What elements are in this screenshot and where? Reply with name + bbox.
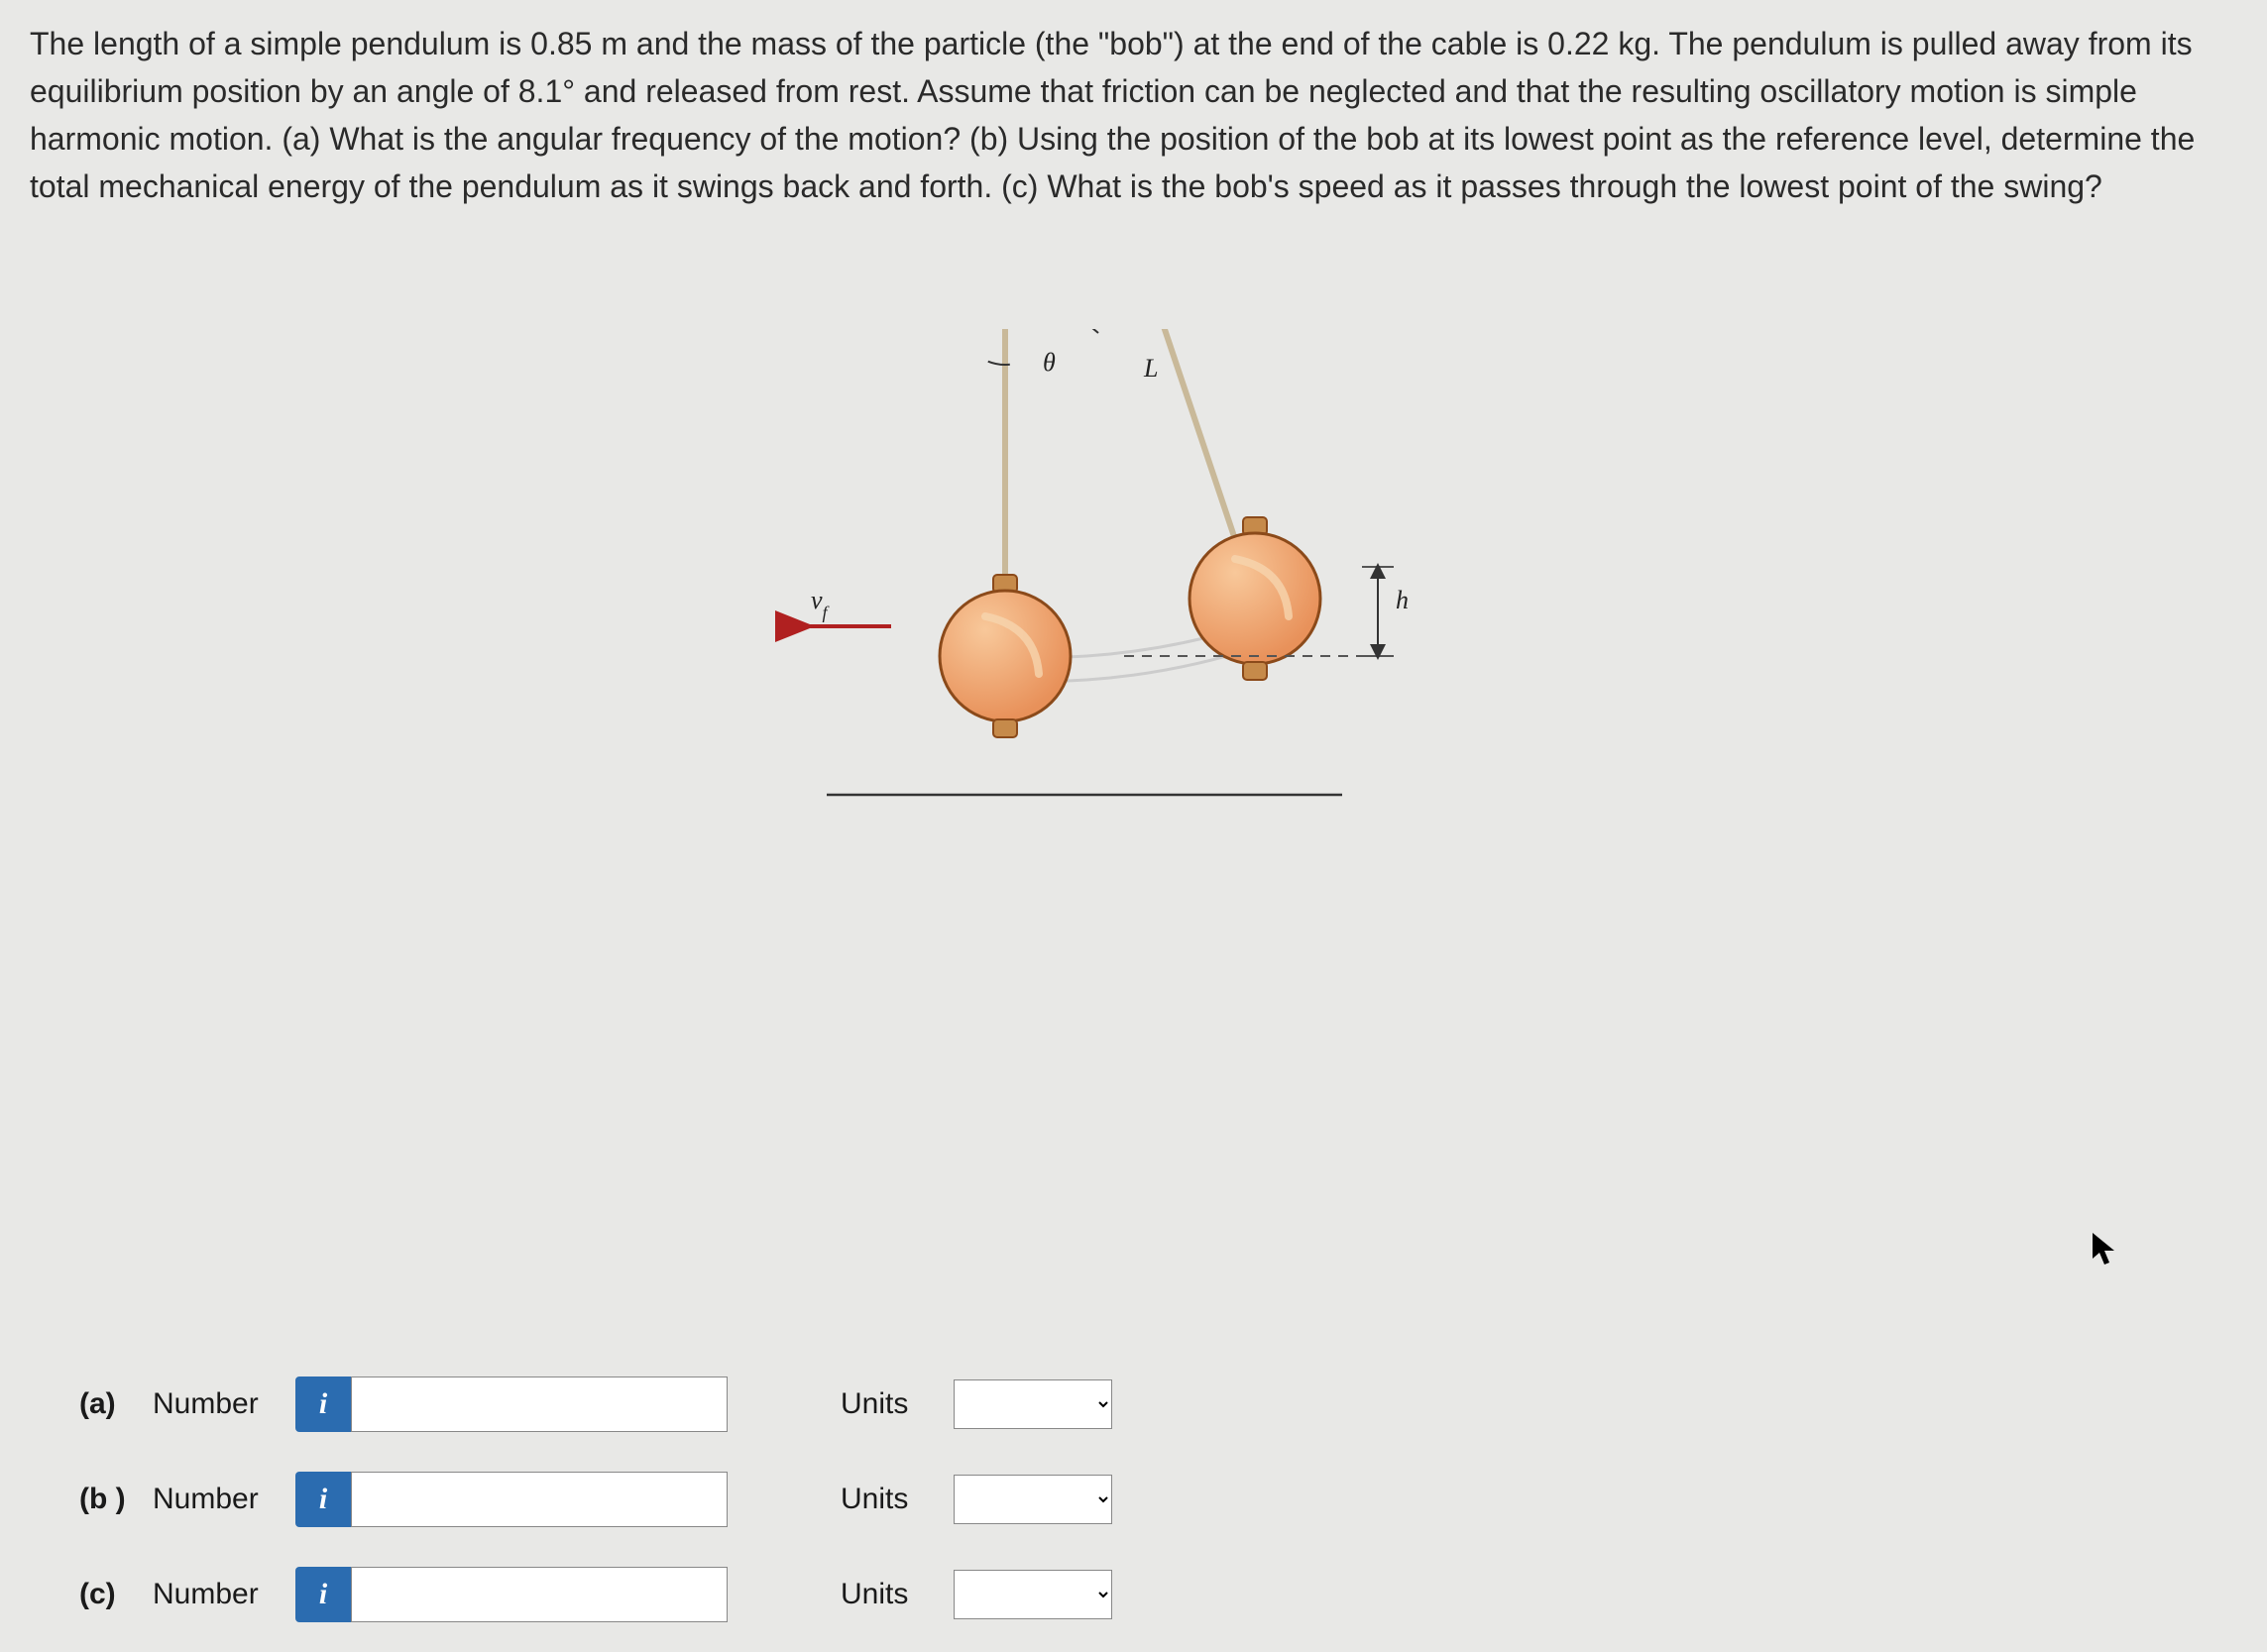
units-label: Units — [841, 1578, 930, 1611]
number-label: Number — [153, 1483, 272, 1516]
answer-row-c: (c) Number i Units — [79, 1567, 1112, 1622]
number-input-wrap: i — [295, 1472, 728, 1527]
units-select-c[interactable] — [954, 1570, 1112, 1619]
svg-text:h: h — [1396, 586, 1409, 614]
part-label: (c) — [79, 1578, 129, 1611]
info-icon[interactable]: i — [295, 1377, 351, 1432]
number-input-wrap: i — [295, 1567, 728, 1622]
question-text: The length of a simple pendulum is 0.85 … — [30, 20, 2237, 210]
pendulum-diagram: θ Lh vf — [747, 329, 1521, 924]
svg-text:θ: θ — [1043, 348, 1056, 377]
units-select-a[interactable] — [954, 1379, 1112, 1429]
number-input-b[interactable] — [351, 1472, 728, 1527]
info-icon[interactable]: i — [295, 1567, 351, 1622]
units-label: Units — [841, 1483, 930, 1516]
svg-text:L: L — [1143, 354, 1158, 383]
answer-row-b: (b ) Number i Units — [79, 1472, 1112, 1527]
number-input-c[interactable] — [351, 1567, 728, 1622]
number-label: Number — [153, 1387, 272, 1421]
number-input-a[interactable] — [351, 1377, 728, 1432]
number-input-wrap: i — [295, 1377, 728, 1432]
number-label: Number — [153, 1578, 272, 1611]
part-label: (a) — [79, 1387, 129, 1421]
cursor-icon — [2091, 1231, 2118, 1275]
answer-row-a: (a) Number i Units — [79, 1377, 1112, 1432]
svg-text:vf: vf — [811, 586, 831, 622]
answers-block: (a) Number i Units (b ) Number i Units (… — [79, 1377, 1112, 1622]
info-icon[interactable]: i — [295, 1472, 351, 1527]
units-select-b[interactable] — [954, 1475, 1112, 1524]
units-label: Units — [841, 1387, 930, 1421]
part-label: (b ) — [79, 1483, 129, 1516]
